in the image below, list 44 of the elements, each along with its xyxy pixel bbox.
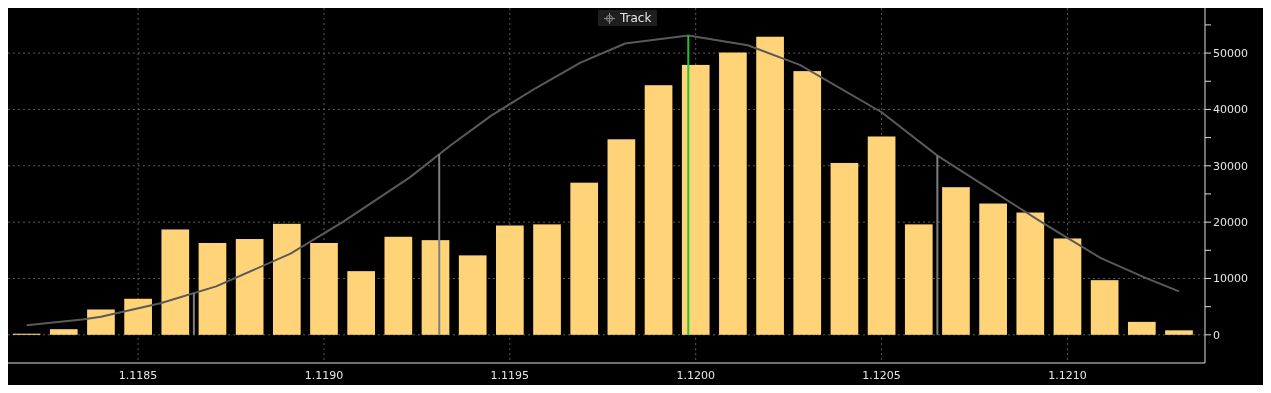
bar — [756, 36, 784, 335]
bar — [830, 162, 859, 335]
bar — [87, 309, 115, 335]
bar — [272, 223, 301, 335]
bar — [942, 187, 970, 335]
bar — [161, 229, 190, 335]
bar — [644, 85, 673, 335]
bar — [347, 271, 376, 335]
y-tick-label: 50000 — [1213, 46, 1248, 60]
bar — [570, 182, 599, 335]
bar — [1165, 330, 1193, 335]
bar — [310, 242, 338, 335]
bar — [421, 240, 450, 335]
x-tick-label: 1.1210 — [1048, 368, 1087, 382]
bar — [1090, 280, 1119, 335]
y-tick-label: 0 — [1213, 328, 1220, 342]
annotation: Track — [620, 11, 652, 25]
bar — [607, 139, 636, 335]
bar — [1127, 321, 1156, 335]
bar — [979, 203, 1007, 335]
x-tick-label: 1.1190 — [304, 368, 344, 382]
bar — [1053, 238, 1082, 335]
bar — [49, 329, 78, 335]
bar — [1016, 212, 1045, 335]
bar — [793, 71, 822, 335]
bar — [198, 242, 227, 335]
y-tick-label: 10000 — [1213, 272, 1248, 286]
x-tick-label: 1.1205 — [862, 368, 901, 382]
bar — [867, 136, 896, 335]
bar — [496, 225, 524, 335]
bar — [235, 239, 264, 335]
y-tick-label: 20000 — [1213, 216, 1248, 230]
x-tick-label: 1.1185 — [118, 368, 158, 382]
bar — [384, 236, 413, 335]
y-tick-label: 40000 — [1213, 103, 1248, 117]
bar — [533, 224, 561, 335]
bar — [904, 224, 933, 335]
bar — [719, 52, 747, 335]
bar — [681, 64, 710, 335]
bar — [124, 298, 152, 335]
bar — [458, 255, 487, 335]
x-tick-label: 1.1200 — [676, 368, 715, 382]
y-tick-label: 30000 — [1213, 159, 1248, 173]
x-tick-label: 1.1195 — [490, 368, 530, 382]
